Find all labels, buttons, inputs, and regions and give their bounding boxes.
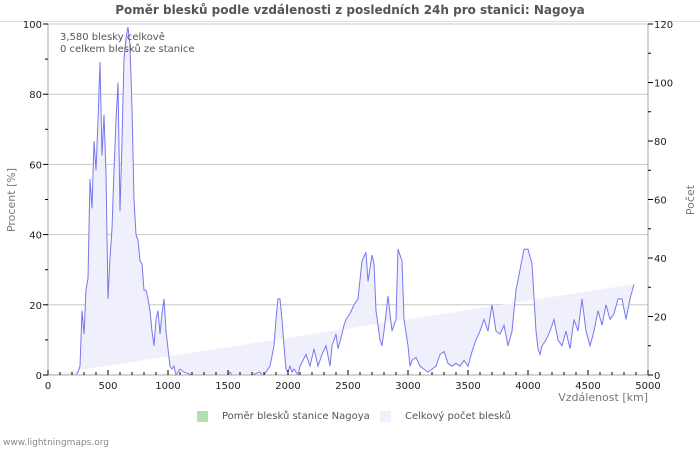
svg-text:100: 100 xyxy=(654,79,673,90)
legend-swatch-lavender xyxy=(380,411,391,422)
count-series-area xyxy=(48,26,635,377)
svg-text:3500: 3500 xyxy=(455,381,480,392)
legend-item-station-ratio: Poměr blesků stanice Nagoya xyxy=(197,411,370,422)
svg-text:500: 500 xyxy=(98,381,117,392)
svg-text:0: 0 xyxy=(654,371,660,382)
svg-text:3000: 3000 xyxy=(395,381,420,392)
svg-text:0: 0 xyxy=(36,371,42,382)
x-axis-title: Vzdálenost [km] xyxy=(558,391,648,404)
legend-swatch-green xyxy=(197,411,208,422)
svg-text:1500: 1500 xyxy=(215,381,240,392)
chart-title: Poměr blesků podle vzdálenosti z posledn… xyxy=(115,3,585,17)
info-total-strikes: 3,580 blesky celkově xyxy=(60,31,165,43)
svg-text:20: 20 xyxy=(29,301,42,312)
svg-text:40: 40 xyxy=(29,231,42,242)
y-axis-left-title: Procent [%] xyxy=(5,168,18,232)
svg-text:100: 100 xyxy=(23,20,42,31)
title-divider xyxy=(0,21,700,22)
svg-text:40: 40 xyxy=(654,254,667,265)
tick-labels: 0 500 1000 1500 2000 2500 3000 3500 4000 4500 5000… xyxy=(23,20,673,392)
svg-text:80: 80 xyxy=(654,137,667,148)
info-station-strikes: 0 celkem blesků ze stanice xyxy=(60,43,195,55)
legend: Poměr blesků stanice Nagoya Celkový poče… xyxy=(0,411,700,425)
svg-text:0: 0 xyxy=(45,381,51,392)
svg-text:5000: 5000 xyxy=(635,381,660,392)
legend-label: Celkový počet blesků xyxy=(405,411,512,422)
legend-item-total-count: Celkový počet blesků xyxy=(380,411,511,422)
legend-label: Poměr blesků stanice Nagoya xyxy=(222,411,370,422)
footer-site-link[interactable]: www.lightningmaps.org xyxy=(3,438,109,448)
svg-text:20: 20 xyxy=(654,313,667,324)
y-axis-right-title: Počet xyxy=(684,184,697,215)
svg-text:4500: 4500 xyxy=(575,381,600,392)
svg-text:60: 60 xyxy=(654,196,667,207)
axes xyxy=(43,23,653,376)
svg-text:2000: 2000 xyxy=(275,381,300,392)
svg-text:80: 80 xyxy=(29,90,42,101)
svg-text:1000: 1000 xyxy=(155,381,180,392)
svg-text:4000: 4000 xyxy=(515,381,540,392)
svg-text:120: 120 xyxy=(654,20,673,31)
svg-text:2500: 2500 xyxy=(335,381,360,392)
svg-text:60: 60 xyxy=(29,160,42,171)
